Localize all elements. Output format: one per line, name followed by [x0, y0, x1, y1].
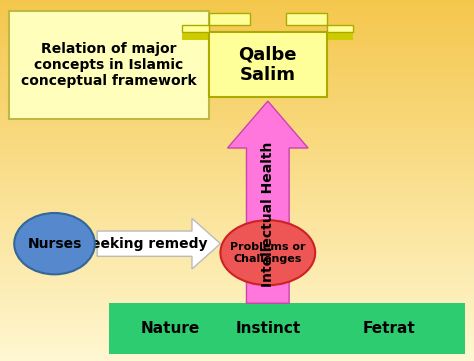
FancyBboxPatch shape — [209, 32, 327, 97]
Polygon shape — [228, 101, 308, 303]
Text: Relation of major
concepts in Islamic
conceptual framework: Relation of major concepts in Islamic co… — [21, 42, 197, 88]
Text: Nurses: Nurses — [27, 237, 82, 251]
Polygon shape — [97, 218, 220, 269]
Polygon shape — [327, 32, 353, 40]
Text: Problems or
Challenges: Problems or Challenges — [230, 242, 306, 264]
Ellipse shape — [220, 220, 315, 285]
Text: Seeking remedy: Seeking remedy — [82, 237, 208, 251]
Polygon shape — [182, 13, 250, 32]
Circle shape — [14, 213, 95, 274]
Polygon shape — [285, 13, 353, 32]
Text: Fetrat: Fetrat — [362, 321, 415, 336]
Text: Instinct: Instinct — [235, 321, 301, 336]
FancyBboxPatch shape — [109, 303, 465, 354]
Text: Qalbe
Salim: Qalbe Salim — [238, 45, 297, 84]
Text: Intellectual Health: Intellectual Health — [261, 142, 275, 287]
Text: Nature: Nature — [141, 321, 200, 336]
FancyBboxPatch shape — [9, 11, 209, 119]
Polygon shape — [182, 32, 209, 40]
